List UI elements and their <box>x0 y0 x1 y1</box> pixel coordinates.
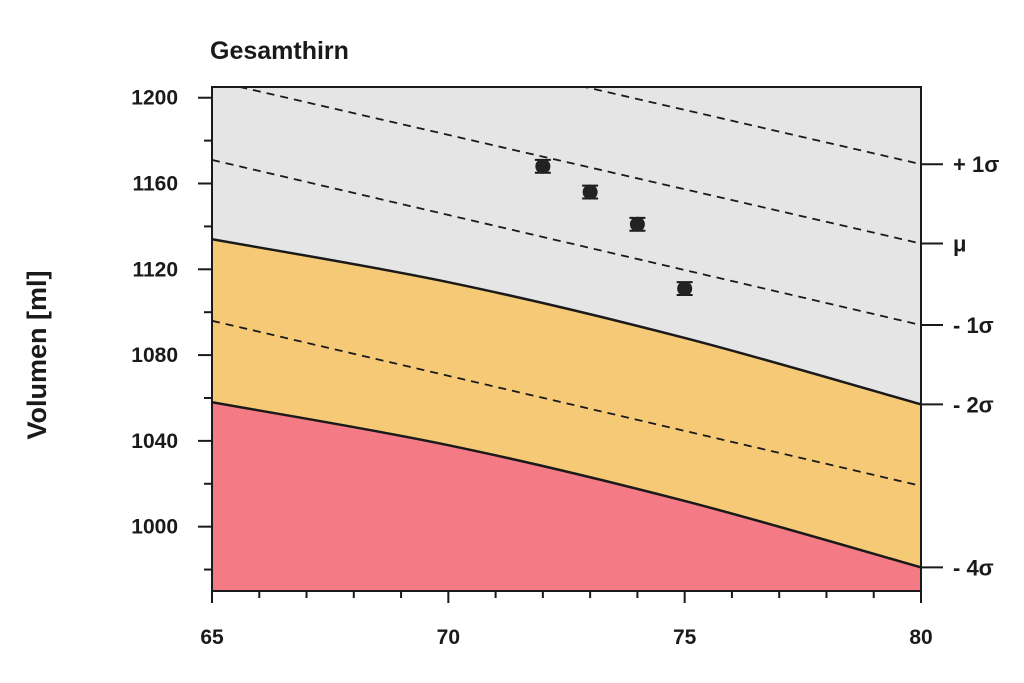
danger-zone <box>212 402 921 591</box>
x-tick-label: 65 <box>200 626 224 649</box>
y-tick-label: 1120 <box>132 258 178 281</box>
x-tick-label: 70 <box>437 626 460 649</box>
x-tick-label: 80 <box>909 626 932 649</box>
sigma-line-6 <box>212 401 921 569</box>
sigma-line-2 <box>235 87 921 245</box>
chart-title: Gesamthirn <box>210 37 349 65</box>
plot-content <box>212 87 921 591</box>
y-tick-label: 1160 <box>132 173 178 196</box>
x-tick-label: 75 <box>673 626 697 649</box>
plot-frame <box>211 86 922 592</box>
data-point <box>535 158 551 174</box>
sigma-line-3 <box>212 159 921 326</box>
sigma-line-1 <box>581 87 921 166</box>
data-point <box>582 184 598 200</box>
data-point <box>629 216 645 232</box>
y-tick-label: 1200 <box>131 87 178 110</box>
sigma-label: μ <box>953 232 966 257</box>
y-tick-label: 1080 <box>131 344 178 367</box>
sigma-label: - 1σ <box>953 313 994 338</box>
plot-area: 65 70 75 80 1000 1040 1080 1120 1160 1200 + 1σ μ - 1… <box>131 86 999 649</box>
y-tick-label: 1040 <box>131 430 178 453</box>
y-axis-label: Volumen [ml] <box>22 270 52 439</box>
sigma-label: - 2σ <box>953 392 994 417</box>
sigma-label: - 4σ <box>953 555 994 580</box>
sigma-label: + 1σ <box>953 152 999 177</box>
unlabeled-dashed-line <box>212 319 921 487</box>
sigma-line-4 <box>212 238 921 406</box>
data-point <box>677 281 693 297</box>
y-tick-label: 1000 <box>131 516 178 539</box>
